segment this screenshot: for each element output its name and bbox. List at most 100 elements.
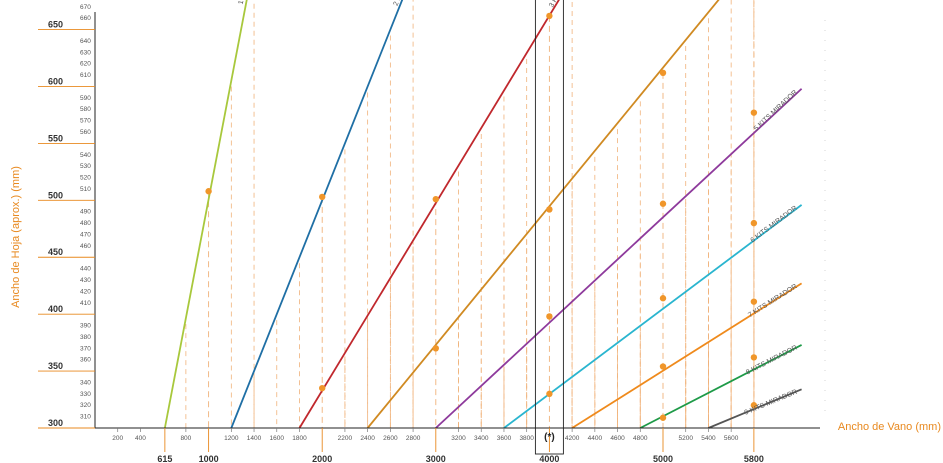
x-tick-label: 5800 <box>744 454 764 463</box>
x-tick-label: 615 <box>157 454 172 463</box>
series-line <box>298 0 560 429</box>
data-point <box>319 193 326 201</box>
x-minor-label: 2400 <box>360 435 375 442</box>
series-label: 3 KITS MIRADOR <box>548 0 583 9</box>
y-minor-label: 590 <box>80 95 91 102</box>
x-minor-label: 2200 <box>338 435 353 442</box>
y-minor-label: 440 <box>80 266 91 273</box>
y-axis-title: Ancho de Hoja (aprox.) (mm) <box>10 166 22 308</box>
highlight-box <box>534 0 564 455</box>
x-tick-label: 1000 <box>199 454 219 463</box>
x-minor-label: 1800 <box>292 435 307 442</box>
y-minor-label: 360 <box>80 357 91 364</box>
y-minor-label: 660 <box>80 15 91 22</box>
x-tick-label: 5000 <box>653 454 673 463</box>
data-point <box>659 295 667 302</box>
x-minor-label: 3400 <box>474 435 489 442</box>
y-minor-label: 580 <box>80 106 91 113</box>
data-point <box>319 384 326 392</box>
vertical-guide-lines <box>185 0 755 428</box>
series-label: 9 KITS MIRADOR <box>744 389 799 417</box>
series-line <box>708 388 802 429</box>
x-minor-label: 3600 <box>497 435 512 442</box>
y-minor-label: 370 <box>80 345 91 352</box>
highlight-rect <box>534 0 564 455</box>
data-point <box>546 12 553 20</box>
x-axis-title: Ancho de Vano (mm) <box>838 421 941 433</box>
series-line <box>639 344 803 429</box>
annotation-label: (*) <box>544 432 555 443</box>
y-minor-label: 310 <box>80 414 91 421</box>
y-minor-label: 640 <box>80 38 91 45</box>
data-point <box>659 200 667 207</box>
y-minor-label: 470 <box>80 231 91 238</box>
x-minor-label: 5200 <box>678 435 693 442</box>
x-minor-label: 1200 <box>224 435 239 442</box>
x-minor-label: 4200 <box>565 435 580 442</box>
series-label: 2 KITS MIRADOR <box>393 0 420 7</box>
x-minor-label: 1600 <box>270 435 285 442</box>
x-minor-label: 4600 <box>610 435 625 442</box>
series-label: 5 KITS MIRADOR <box>753 89 799 132</box>
x-minor-label: 4800 <box>633 435 648 442</box>
data-point <box>546 313 553 320</box>
data-point <box>546 390 553 398</box>
data-point <box>750 402 758 409</box>
data-point <box>659 363 667 370</box>
x-minor-label: 200 <box>112 435 123 442</box>
y-tick-label: 500 <box>48 190 63 200</box>
series-line <box>503 204 803 429</box>
y-tick-label: 450 <box>48 247 63 257</box>
y-tick-label: 550 <box>48 133 63 143</box>
data-points <box>205 12 758 421</box>
y-minor-label: 510 <box>80 186 91 193</box>
series-lines <box>163 0 803 429</box>
y-minor-label: 480 <box>80 220 91 227</box>
data-point <box>750 109 758 116</box>
x-minor-label: 5600 <box>724 435 739 442</box>
y-minor-label: 560 <box>80 129 91 136</box>
data-point <box>659 414 667 421</box>
y-minor-label: 320 <box>80 402 91 409</box>
y-minor-label: 380 <box>80 334 91 341</box>
y-tick-label: 600 <box>48 76 63 86</box>
series-label: 6 KITS MIRADOR <box>749 205 798 244</box>
data-point <box>659 69 667 77</box>
x-minor-label: 400 <box>135 435 146 442</box>
y-minor-label: 420 <box>80 288 91 295</box>
x-minor-label: 1400 <box>247 435 262 442</box>
y-minor-label: 570 <box>80 118 91 125</box>
y-tick-label: 650 <box>48 20 63 30</box>
series-line <box>435 88 803 429</box>
axes <box>38 12 826 452</box>
x-minor-label: 4400 <box>588 435 603 442</box>
x-minor-label: 800 <box>180 435 191 442</box>
data-point <box>205 188 212 195</box>
y-tick-label: 400 <box>48 304 63 314</box>
y-minor-label: 390 <box>80 323 91 330</box>
y-minor-label: 630 <box>80 49 91 56</box>
data-point <box>750 219 758 227</box>
y-minor-label: 540 <box>80 152 91 159</box>
data-point <box>432 345 439 352</box>
x-minor-label: 3800 <box>519 435 534 442</box>
y-minor-label: 610 <box>80 72 91 79</box>
y-minor-label: 620 <box>80 61 91 68</box>
y-minor-label: 520 <box>80 175 91 182</box>
y-minor-label: 490 <box>80 209 91 216</box>
y-minor-label: 460 <box>80 243 91 250</box>
x-tick-label: 4000 <box>539 454 559 463</box>
x-minor-label: 2800 <box>406 435 421 442</box>
data-point <box>432 195 439 203</box>
y-minor-label: 670 <box>80 4 91 11</box>
y-minor-label: 430 <box>80 277 91 284</box>
data-point <box>546 206 553 213</box>
data-point <box>750 298 758 305</box>
x-minor-label: 3200 <box>451 435 466 442</box>
x-minor-label: 2600 <box>383 435 398 442</box>
y-minor-label: 410 <box>80 300 91 307</box>
series-line <box>163 0 248 429</box>
y-minor-label: 530 <box>80 163 91 170</box>
y-tick-label: 300 <box>48 418 63 428</box>
